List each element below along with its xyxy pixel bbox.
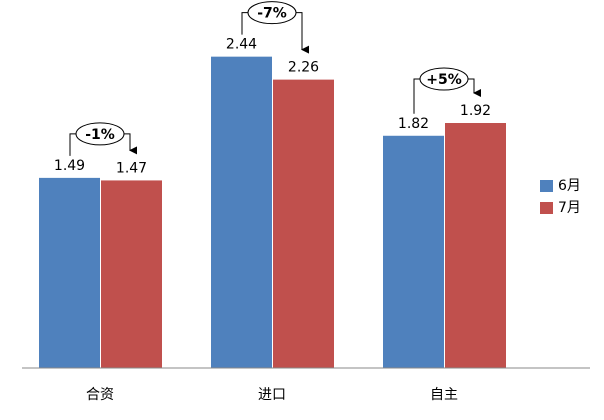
annotation: -7% <box>257 6 287 22</box>
bar <box>445 123 506 369</box>
value-label: 2.44 <box>226 37 257 53</box>
annotation: -1% <box>85 127 115 143</box>
bar <box>39 177 100 368</box>
legend-label: 6月 <box>558 178 581 194</box>
x-tick-label: 自主 <box>430 387 458 403</box>
legend-swatch <box>540 180 553 192</box>
annotation-bubble <box>419 67 469 91</box>
value-label: 1.92 <box>460 103 491 119</box>
legend-label: 7月 <box>558 200 581 216</box>
bar <box>101 180 162 368</box>
x-tick-label: 合资 <box>86 387 114 403</box>
bar <box>383 135 444 368</box>
value-label: 1.49 <box>54 158 85 174</box>
annotation-bubble <box>75 122 125 146</box>
value-label: 1.82 <box>398 116 429 132</box>
annotation: +5% <box>426 72 462 88</box>
legend-swatch <box>540 202 553 214</box>
bar <box>211 56 272 368</box>
annotation-bubble <box>247 1 297 25</box>
bar <box>273 79 334 369</box>
value-label: 2.26 <box>288 60 319 76</box>
value-label: 1.47 <box>116 160 147 176</box>
x-tick-label: 进口 <box>258 387 286 403</box>
